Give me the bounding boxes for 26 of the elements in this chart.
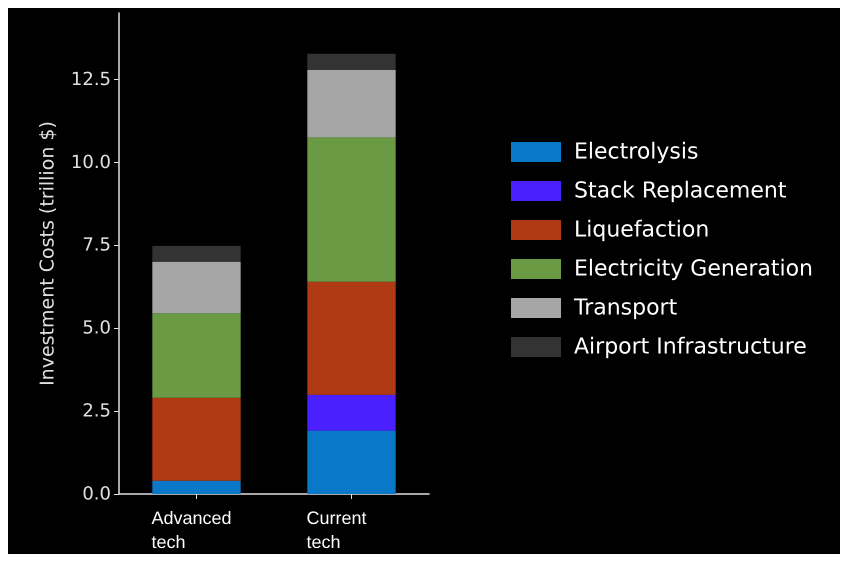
bar [152, 246, 241, 262]
x-tick-label: Current tech [306, 508, 372, 552]
bar [307, 54, 396, 70]
legend-label: Electrolysis [574, 140, 698, 164]
bar [152, 480, 241, 494]
y-tick-label: 0.0 [82, 484, 111, 504]
y-axis-title: Investment Costs (trillion $) [36, 121, 58, 386]
bar [307, 430, 396, 494]
y-tick-label: 7.5 [82, 234, 111, 256]
y-tick-label: 10.0 [70, 152, 111, 173]
bar [307, 70, 396, 138]
bar [307, 394, 396, 431]
bar [152, 262, 241, 314]
bar [307, 282, 396, 395]
legend-label: Stack Replacement [574, 178, 787, 204]
bar [152, 313, 241, 398]
bar [152, 398, 241, 481]
y-tick-label: 12.5 [70, 68, 111, 90]
y-tick-label: 5.0 [82, 318, 111, 339]
legend-label: Airport Infrastructure [574, 334, 807, 360]
legend-label: Liquefaction [574, 218, 710, 242]
legend-label: Transport [573, 296, 678, 320]
bar [307, 137, 396, 282]
y-tick-label: 2.5 [82, 400, 111, 422]
x-tick-label: Advanced tech [152, 508, 237, 552]
legend-label: Electricity Generation [574, 256, 814, 282]
